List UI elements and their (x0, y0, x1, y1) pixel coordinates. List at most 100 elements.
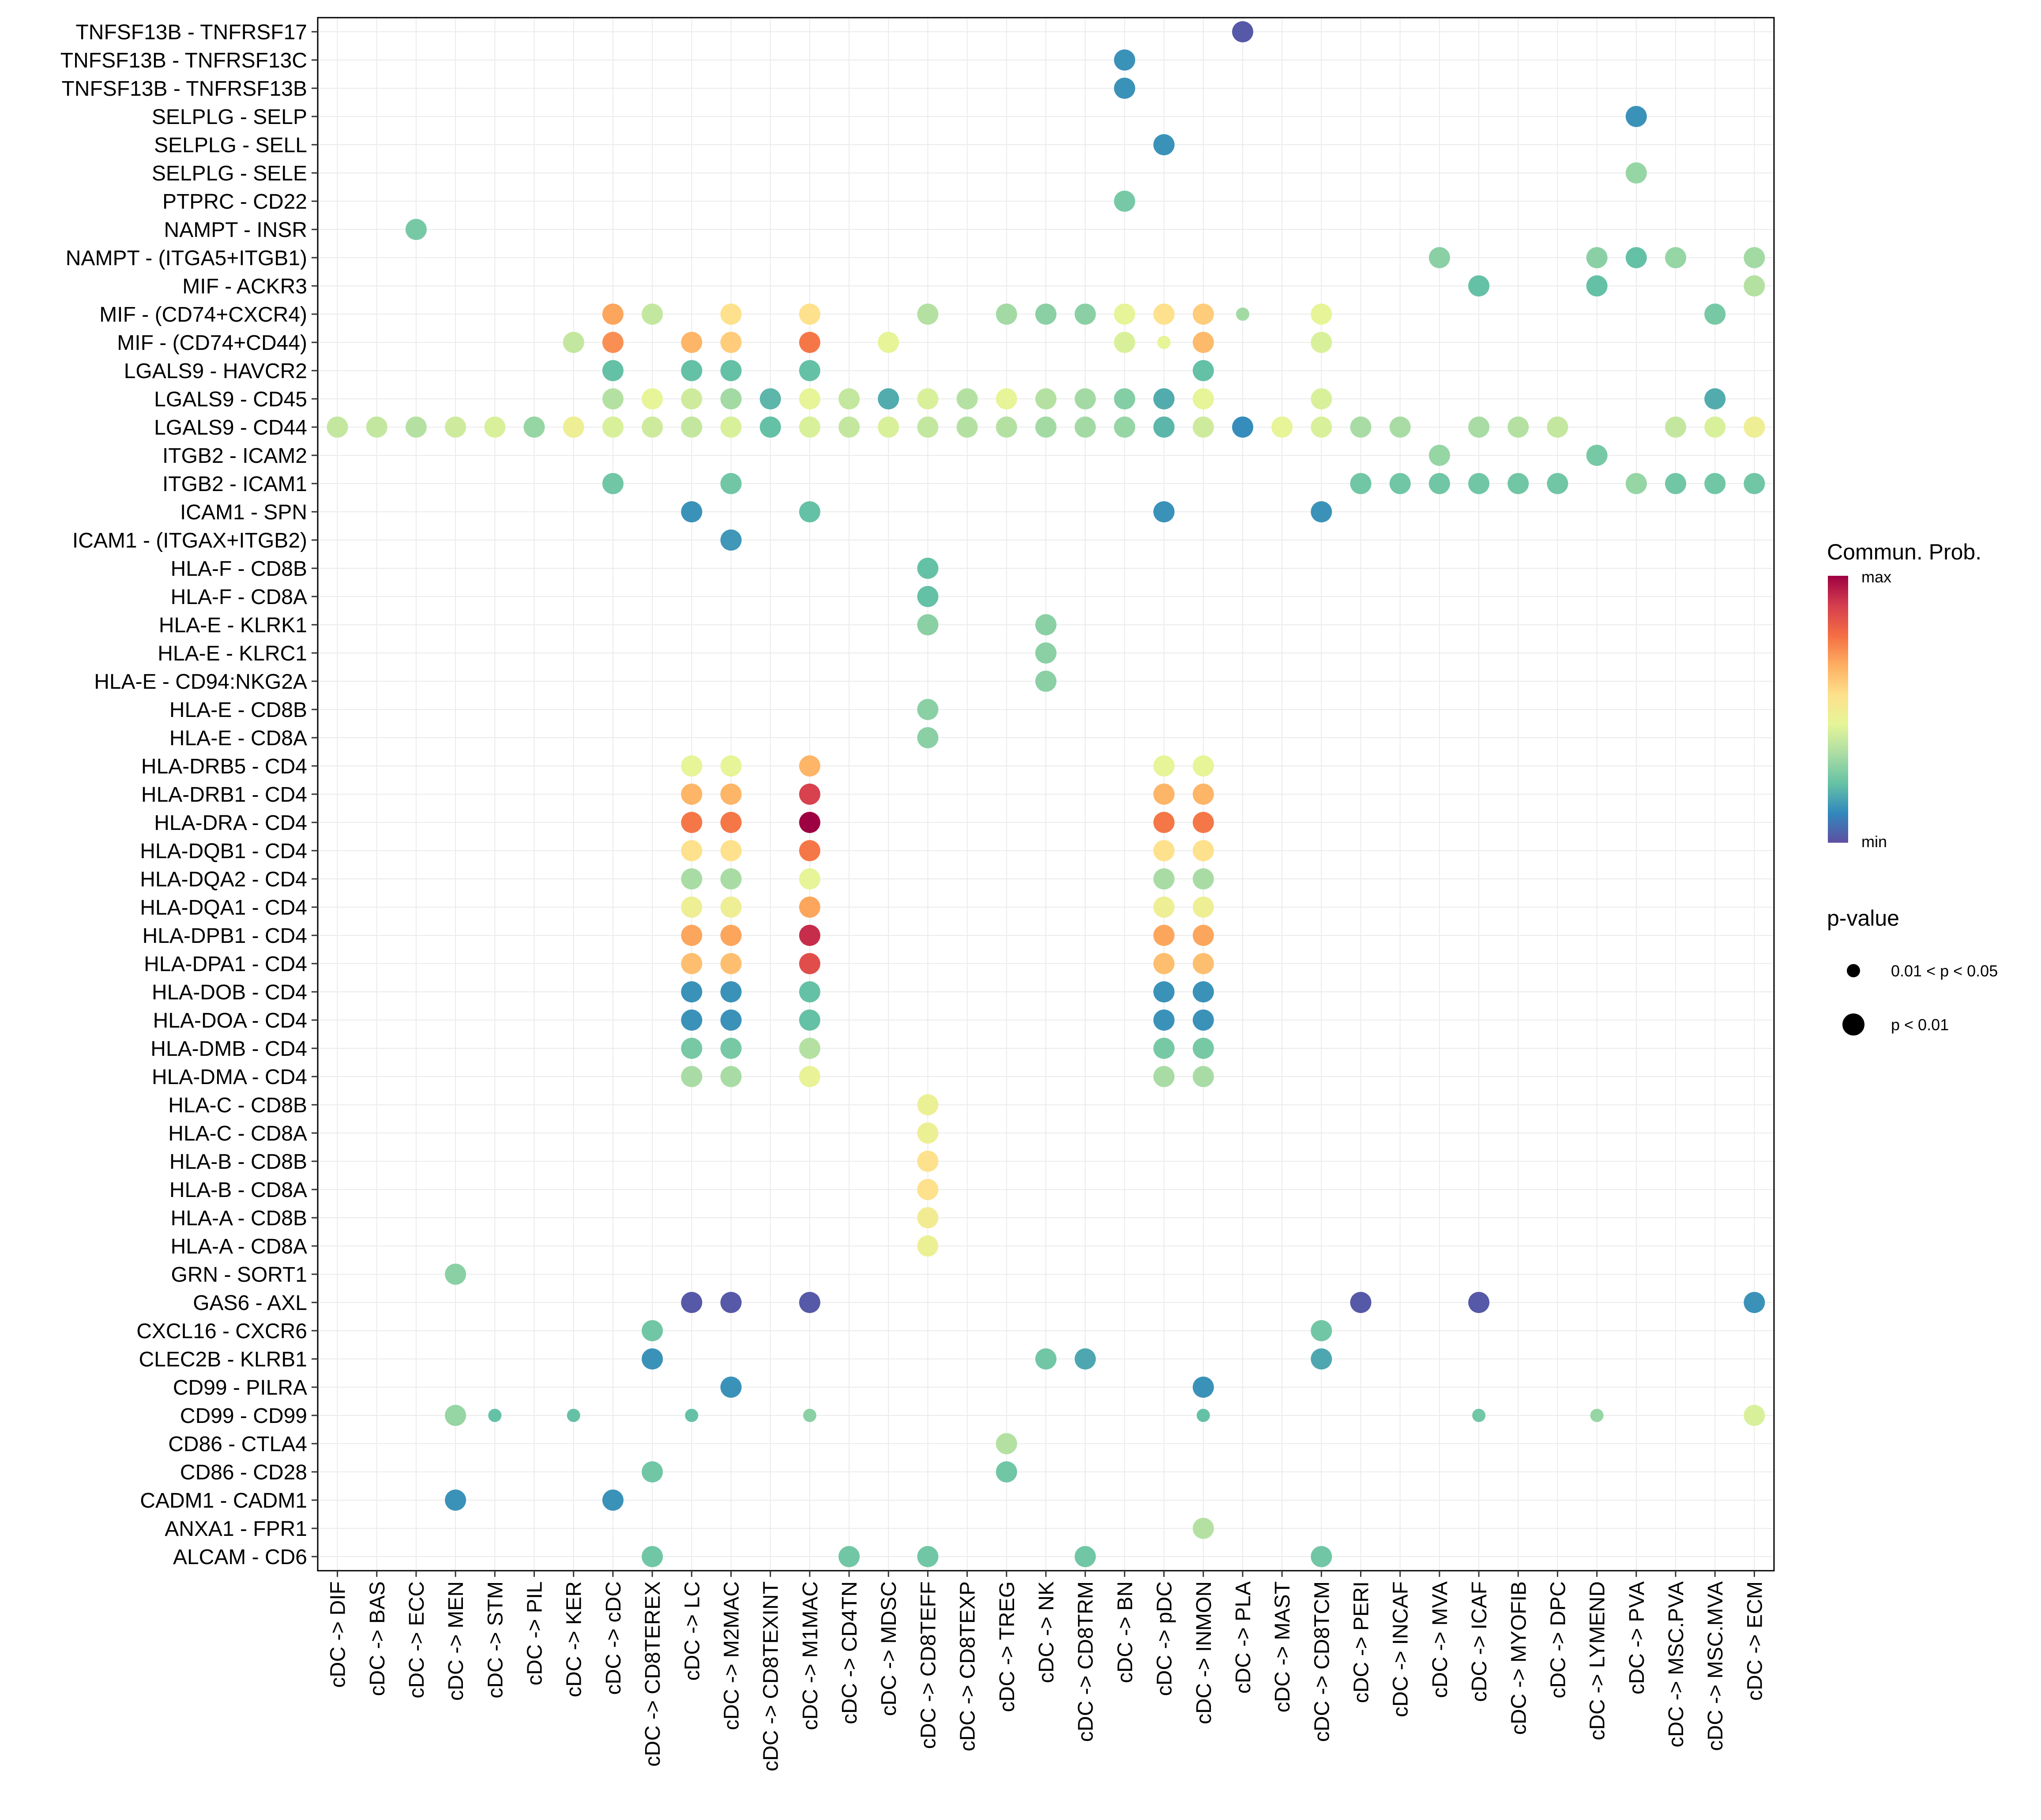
data-point (720, 473, 742, 494)
data-point (878, 388, 899, 409)
data-point (1625, 106, 1647, 127)
data-point (799, 1038, 820, 1059)
data-point (1114, 304, 1135, 325)
data-point (1192, 784, 1214, 805)
x-tick-label: cDC -> NK (1035, 1581, 1058, 1683)
data-point (917, 1235, 939, 1257)
data-point (602, 388, 624, 409)
y-tick-label: HLA-DMB - CD4 (150, 1037, 307, 1061)
data-point (799, 981, 820, 1002)
data-point (445, 417, 466, 438)
x-tick-label: cDC -> MSC.PVA (1665, 1581, 1688, 1748)
data-point (1153, 755, 1175, 777)
y-tick-label: HLA-E - KLRC1 (158, 642, 307, 665)
data-point (1153, 953, 1175, 974)
data-point (803, 1409, 816, 1422)
y-tick-label: ITGB2 - ICAM1 (162, 473, 307, 496)
data-point (563, 417, 584, 438)
data-point (799, 840, 820, 861)
data-point (1153, 981, 1175, 1002)
data-point (1035, 642, 1056, 664)
x-tick-label: cDC -> MVA (1428, 1581, 1452, 1698)
data-point (838, 388, 860, 409)
data-point (1472, 1409, 1486, 1422)
data-point (681, 1066, 703, 1087)
data-point (1153, 897, 1175, 918)
data-point (1192, 1066, 1214, 1087)
data-point (1192, 388, 1214, 409)
data-point (681, 1292, 703, 1313)
data-point (1271, 417, 1293, 438)
data-point (1389, 417, 1411, 438)
data-point (799, 417, 820, 438)
data-point (1468, 417, 1490, 438)
data-point (1153, 417, 1175, 438)
data-point (1350, 1292, 1372, 1313)
y-tick-label: ICAM1 - SPN (180, 501, 307, 524)
data-point (996, 1433, 1017, 1454)
y-tick-label: LGALS9 - CD44 (154, 416, 307, 439)
data-point (405, 219, 427, 240)
data-point (720, 784, 742, 805)
data-point (720, 840, 742, 861)
x-tick-label: cDC -> CD8TEFF (917, 1581, 940, 1749)
data-point (799, 897, 820, 918)
data-point (1586, 445, 1608, 466)
data-point (1035, 304, 1056, 325)
x-tick-label: cDC -> KER (563, 1581, 586, 1697)
data-point (1153, 1066, 1175, 1087)
x-tick-label: cDC -> INCAF (1389, 1581, 1413, 1717)
y-tick-label: HLA-DOB - CD4 (152, 981, 307, 1004)
data-point (799, 755, 820, 777)
data-point (1586, 275, 1608, 296)
x-tick-label: cDC -> MSC.MVA (1704, 1581, 1727, 1751)
y-tick-label: HLA-B - CD8B (169, 1150, 307, 1174)
data-point (602, 473, 624, 494)
legend-color-max-label: max (1861, 568, 1891, 586)
data-point (1075, 304, 1096, 325)
data-point (1075, 1348, 1096, 1370)
data-point (799, 360, 820, 381)
data-point (1075, 1546, 1096, 1567)
x-tick-label: cDC -> CD8TEXP (956, 1581, 980, 1751)
data-point (996, 304, 1017, 325)
data-point (1590, 1409, 1604, 1422)
data-point (1192, 812, 1214, 833)
data-point (720, 388, 742, 409)
data-point (681, 332, 703, 353)
data-point (602, 1490, 624, 1511)
y-tick-label: HLA-C - CD8B (168, 1094, 307, 1117)
data-point (1311, 1546, 1332, 1567)
y-tick-label: HLA-A - CD8A (171, 1235, 307, 1258)
data-point (720, 755, 742, 777)
x-tick-label: cDC -> TREG (996, 1581, 1019, 1712)
data-point (720, 953, 742, 974)
data-point (681, 360, 703, 381)
data-point (1153, 1038, 1175, 1059)
data-point (1192, 332, 1214, 353)
data-point (917, 1207, 939, 1228)
data-point (681, 953, 703, 974)
data-point (1744, 247, 1765, 268)
data-point (917, 417, 939, 438)
data-point (366, 417, 387, 438)
data-point (1114, 78, 1135, 99)
data-point (720, 417, 742, 438)
data-point (1035, 614, 1056, 635)
y-tick-label: CD86 - CD28 (180, 1461, 307, 1484)
data-point (1153, 1009, 1175, 1031)
data-point (917, 1151, 939, 1172)
y-tick-label: NAMPT - (ITGA5+ITGB1) (66, 247, 307, 270)
data-point (484, 417, 506, 438)
x-tick-label: cDC -> PERI (1350, 1581, 1373, 1703)
x-tick-label: cDC -> MEN (444, 1581, 468, 1701)
data-point (956, 417, 978, 438)
data-point (1035, 417, 1056, 438)
y-tick-label: HLA-B - CD8A (169, 1178, 307, 1202)
data-point (405, 417, 427, 438)
data-point (1192, 925, 1214, 946)
data-point (681, 784, 703, 805)
data-point (720, 332, 742, 353)
data-point (759, 388, 781, 409)
x-tick-label: cDC -> LYMEND (1586, 1581, 1609, 1741)
